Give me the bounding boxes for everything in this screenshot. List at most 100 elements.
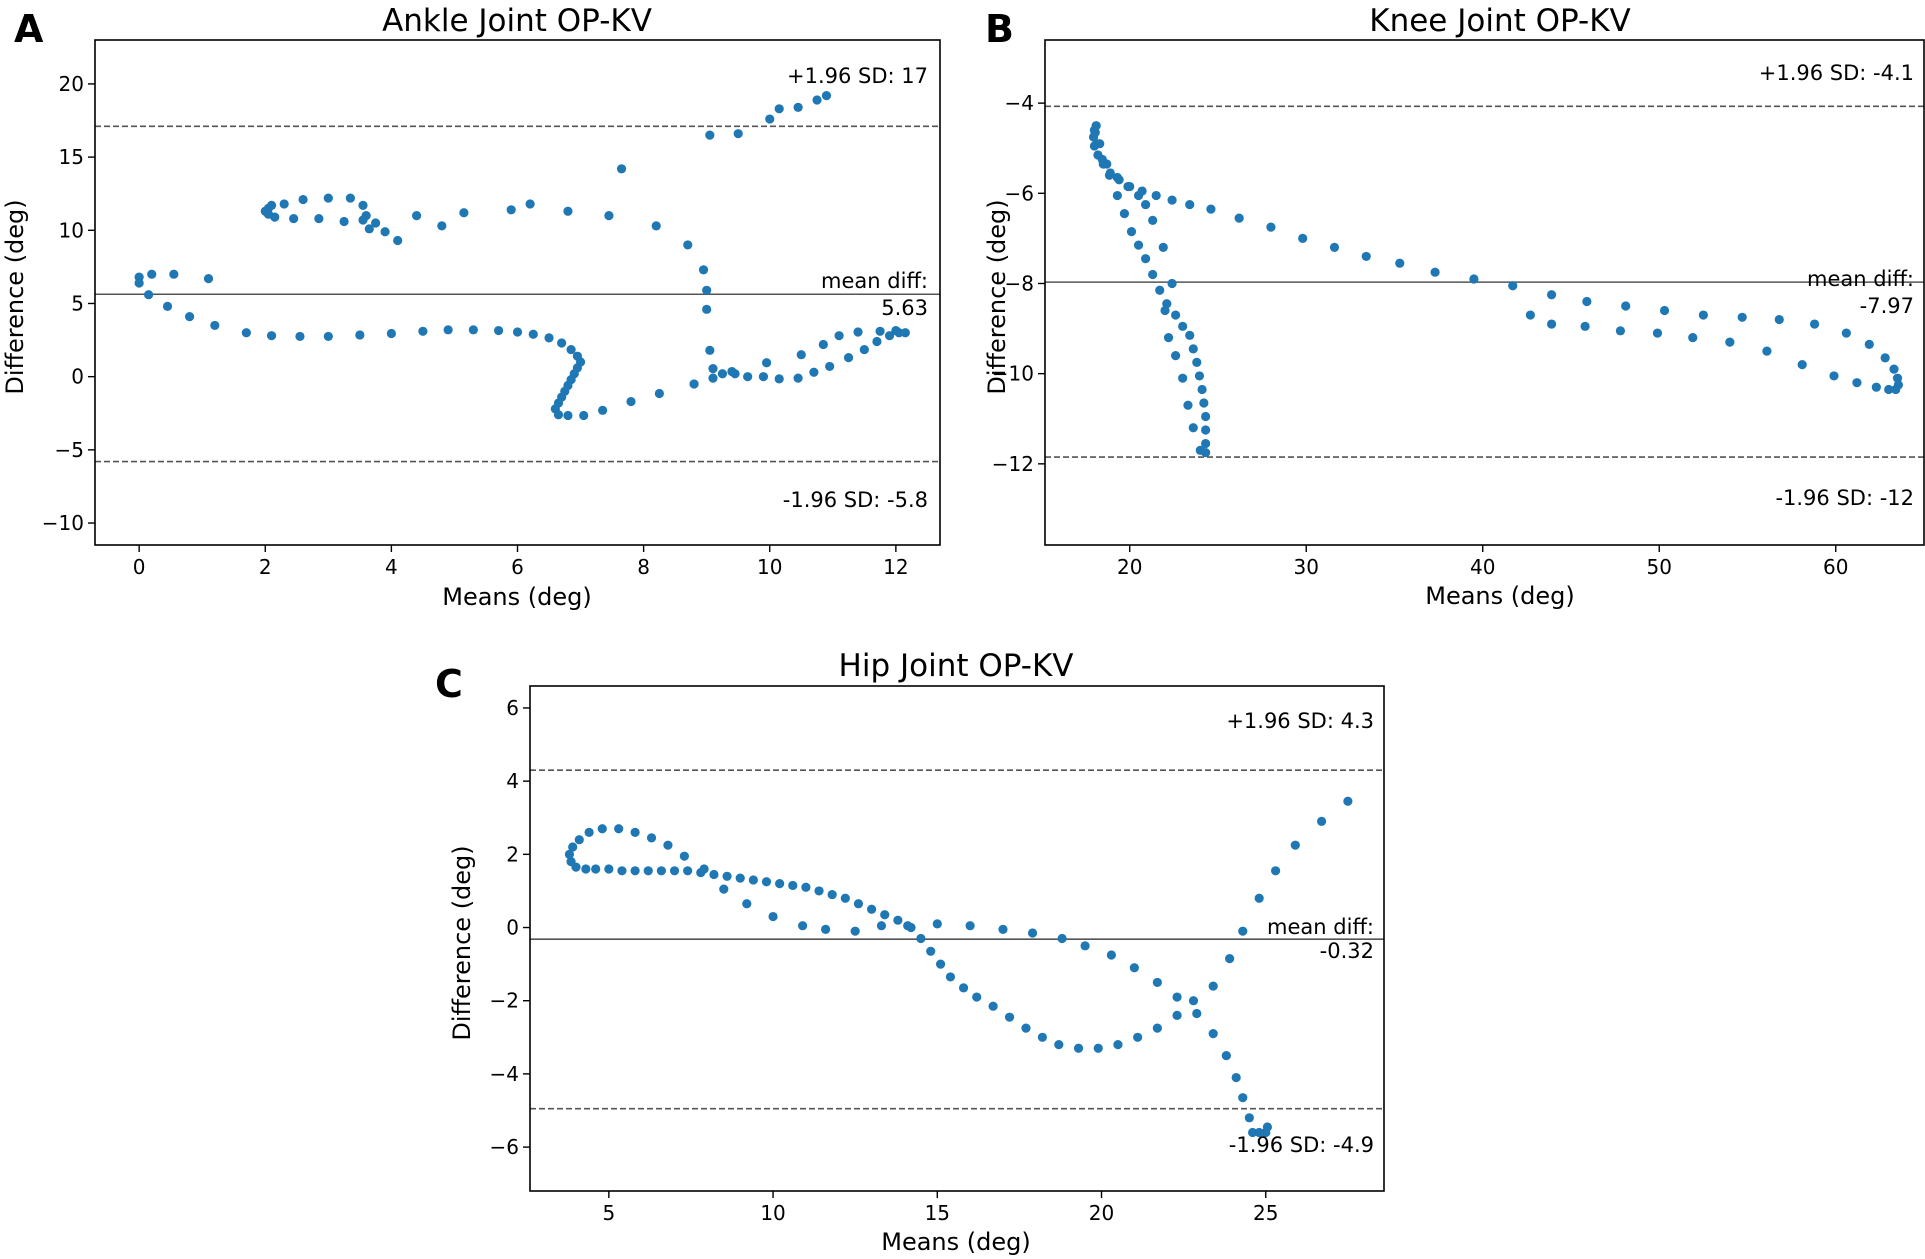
data-point <box>210 320 220 331</box>
data-point <box>1615 326 1626 336</box>
plot-area-ankle: 0 2 4 6 8 10 12 −10 −5 0 5 10 15 20 <box>42 39 941 579</box>
data-point <box>742 899 752 909</box>
data-point <box>184 312 195 322</box>
data-point <box>598 405 608 415</box>
data-point <box>1546 319 1557 329</box>
data-point <box>1090 127 1100 138</box>
data-point <box>1123 181 1133 192</box>
y-tick-label: 5 <box>71 291 84 315</box>
data-point <box>1148 269 1158 280</box>
data-point <box>876 921 887 931</box>
plot-frame <box>94 39 941 546</box>
data-point <box>1546 290 1557 300</box>
data-point <box>1231 1072 1241 1083</box>
data-point <box>699 864 709 874</box>
data-point <box>1113 1040 1123 1050</box>
data-point <box>1152 977 1162 988</box>
data-point <box>702 285 712 295</box>
data-point <box>574 835 584 845</box>
x-tick-label: 20 <box>1117 555 1142 579</box>
data-point <box>748 875 758 885</box>
data-point <box>266 200 277 211</box>
data-point <box>988 1001 998 1011</box>
data-point <box>169 269 179 279</box>
data-point <box>793 102 803 112</box>
data-point <box>646 833 657 843</box>
lower-loa-label: -1.96 SD: -5.8 <box>783 488 928 512</box>
data-point <box>801 882 811 892</box>
data-point <box>1829 371 1839 381</box>
data-point <box>323 193 333 203</box>
data-point <box>1852 378 1862 388</box>
data-point <box>1262 1122 1272 1132</box>
data-point <box>1525 310 1535 320</box>
data-point <box>1171 310 1181 320</box>
x-tick-label: 60 <box>1823 555 1848 579</box>
data-point <box>669 866 680 876</box>
data-point <box>1343 796 1353 806</box>
data-point <box>702 304 712 314</box>
data-point <box>263 209 274 219</box>
x-tick-label: 25 <box>1253 1201 1278 1225</box>
data-point <box>557 338 567 348</box>
data-point <box>1774 314 1784 325</box>
y-tick-label: −12 <box>992 452 1034 476</box>
data-point <box>1797 360 1807 370</box>
data-point <box>355 330 365 340</box>
data-point <box>1192 357 1202 367</box>
plot-frame <box>529 685 1385 1192</box>
x-tick-label: 15 <box>925 1201 950 1225</box>
data-point <box>998 924 1008 934</box>
plot-area-hip: 5 10 15 20 25 −6 −4 −2 0 2 4 6 <box>490 685 1385 1225</box>
data-point <box>774 374 784 384</box>
data-point <box>651 221 661 231</box>
data-point <box>872 336 882 347</box>
data-point <box>727 366 737 377</box>
data-point <box>698 265 709 275</box>
panel-knee: B Knee Joint OP-KV 20 30 40 50 60 −12 −10 −8 −6 −… <box>983 3 1925 610</box>
data-point <box>630 827 640 837</box>
data-point <box>134 278 144 288</box>
data-point <box>295 331 305 342</box>
x-axis-label: Means (deg) <box>881 1228 1030 1256</box>
data-point <box>584 827 594 837</box>
data-point <box>880 910 890 920</box>
data-point <box>358 215 368 225</box>
data-point <box>1254 893 1264 903</box>
data-point <box>884 331 895 341</box>
data-point <box>1809 319 1820 329</box>
data-point <box>1188 344 1198 354</box>
data-point <box>926 946 936 956</box>
data-point <box>1163 332 1174 343</box>
data-point <box>1148 215 1158 225</box>
data-point <box>743 372 753 382</box>
data-point <box>1201 438 1211 449</box>
x-tick-label: 4 <box>385 555 398 579</box>
plot-area-knee: 20 30 40 50 60 −12 −10 −8 −6 −4 <box>992 39 1925 579</box>
y-tick-label: 10 <box>59 218 84 242</box>
data-point <box>853 899 864 909</box>
data-point <box>506 205 516 215</box>
data-point <box>1027 928 1038 938</box>
data-point <box>1185 199 1195 210</box>
data-point <box>900 328 910 338</box>
x-tick-label: 50 <box>1647 555 1672 579</box>
data-point <box>393 235 403 246</box>
x-tick-label: 6 <box>511 555 524 579</box>
data-point <box>1167 278 1177 289</box>
data-point <box>825 361 835 372</box>
data-point <box>1178 321 1188 331</box>
data-point <box>564 849 575 859</box>
data-point <box>708 373 718 383</box>
x-tick-label: 2 <box>259 555 272 579</box>
data-point <box>656 866 666 876</box>
data-point <box>1238 1093 1248 1103</box>
data-point <box>1201 425 1211 435</box>
data-point <box>380 227 390 237</box>
data-point <box>563 410 573 421</box>
data-point <box>241 328 251 338</box>
data-point <box>581 864 591 874</box>
y-tick-label: −4 <box>490 1062 519 1086</box>
data-point <box>1395 258 1405 268</box>
data-point <box>1112 172 1122 183</box>
